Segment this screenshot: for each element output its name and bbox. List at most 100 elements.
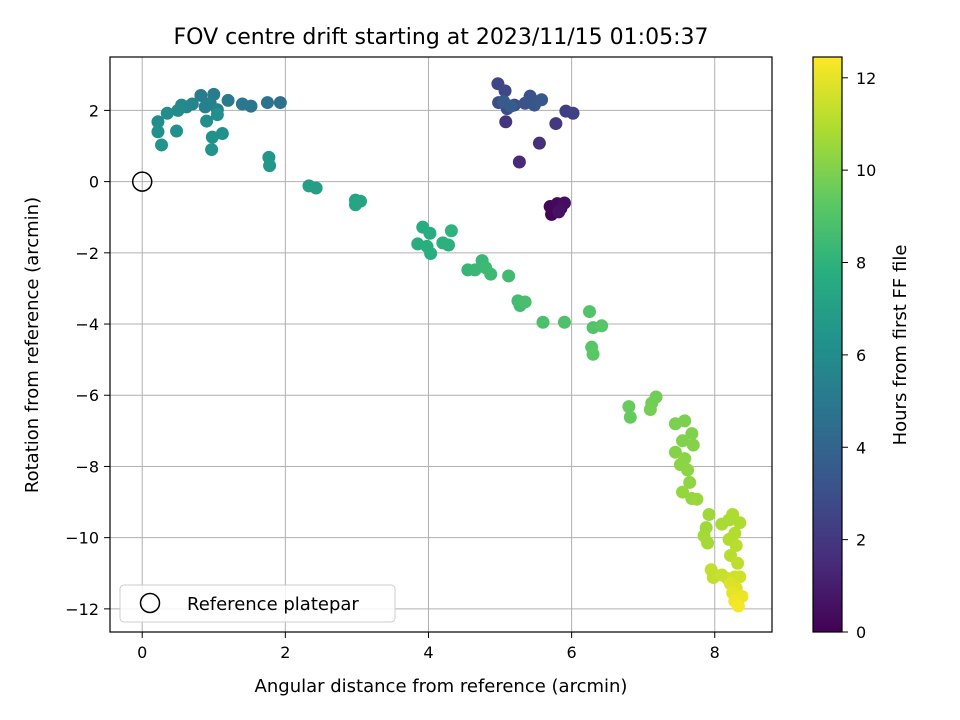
y-tick-label: −2 [75,244,99,263]
legend: Reference platepar [119,584,396,623]
y-tick-label: −8 [75,457,99,476]
data-point [701,536,715,550]
data-point [549,117,563,131]
colorbar-tick-label: 12 [856,69,876,88]
data-point [731,599,745,613]
data-point [668,445,682,459]
colorbar-tick-label: 0 [856,623,866,642]
y-axis-label: Rotation from reference (arcmin) [22,197,43,493]
data-point [566,106,580,120]
plot-area [110,57,772,632]
colorbar: 0 2 4 6 8 10 12 Hours from first FF file [812,56,911,642]
data-point [260,96,274,110]
data-point [683,475,697,489]
data-point [676,434,690,448]
scatter-points [151,77,749,613]
data-point [535,93,549,107]
colorbar-ticks: 0 2 4 6 8 10 12 [842,69,876,642]
data-point [686,438,700,452]
data-point [502,269,516,283]
data-point [442,238,456,252]
data-point [205,130,219,144]
x-tick-label: 8 [710,643,720,662]
data-point [423,226,437,240]
data-point [586,347,600,361]
data-point [484,267,498,281]
data-point [681,463,695,477]
data-point [595,319,609,333]
data-point [210,108,224,122]
y-tick-label: −12 [65,600,99,619]
y-tick-label: 2 [89,101,99,120]
data-point [194,88,208,102]
data-point [685,427,699,441]
data-point [518,295,532,309]
data-point [498,84,512,98]
data-point [205,143,219,157]
data-point [557,315,571,329]
chart-title: FOV centre drift starting at 2023/11/15 … [174,25,709,50]
data-point [198,100,212,114]
data-point [468,263,482,277]
data-point [623,410,637,424]
data-point [676,485,690,499]
data-point [532,136,546,150]
data-point [649,390,663,404]
data-point [504,99,518,113]
data-point [200,114,214,128]
data-point [731,556,745,570]
x-tick-label: 6 [567,643,577,662]
data-point [215,127,229,141]
x-axis-ticks: 0 2 4 6 8 [137,632,720,662]
reference-marker [131,171,153,192]
legend-box [119,584,396,623]
x-tick-label: 2 [280,643,290,662]
colorbar-tick-label: 6 [856,346,866,365]
data-point [235,97,249,111]
reference-marker-group [131,171,153,192]
x-tick-label: 4 [423,643,433,662]
data-point [263,159,277,173]
data-point [499,115,513,129]
colorbar-tick-label: 10 [856,161,876,180]
data-point [155,138,169,152]
data-point [552,205,566,219]
data-point [348,198,362,212]
legend-label: Reference platepar [187,594,359,615]
y-tick-label: 0 [89,173,99,192]
data-point [424,247,438,261]
data-point [536,315,550,329]
colorbar-tick-label: 4 [856,438,866,457]
data-point [733,516,747,530]
data-point [221,93,235,107]
data-point [622,400,636,414]
data-point [643,402,657,416]
data-point [729,538,743,552]
y-axis-ticks: 2 0 −2 −4 −6 −8 −10 −12 [65,101,110,619]
data-point [170,124,184,138]
data-point [309,181,323,195]
legend-marker-icon [139,592,161,614]
data-point [690,492,704,506]
x-tick-label: 0 [137,643,147,662]
y-tick-label: −10 [65,529,99,548]
colorbar-frame [812,56,843,633]
data-point [444,224,458,238]
data-point [171,103,185,117]
data-point [160,106,174,120]
data-point [702,508,716,522]
data-point [151,125,165,139]
colorbar-tick-label: 8 [856,254,866,273]
data-point [678,414,692,428]
colorbar-gradient [813,57,842,632]
colorbar-label: Hours from first FF file [890,245,911,446]
x-axis-label: Angular distance from reference (arcmin) [255,676,628,697]
data-point [583,305,597,319]
y-tick-label: −4 [75,315,99,334]
plot-frame [109,56,773,633]
data-point [733,570,747,584]
colorbar-tick-label: 2 [856,531,866,550]
data-point [151,115,165,129]
data-point [512,155,526,169]
